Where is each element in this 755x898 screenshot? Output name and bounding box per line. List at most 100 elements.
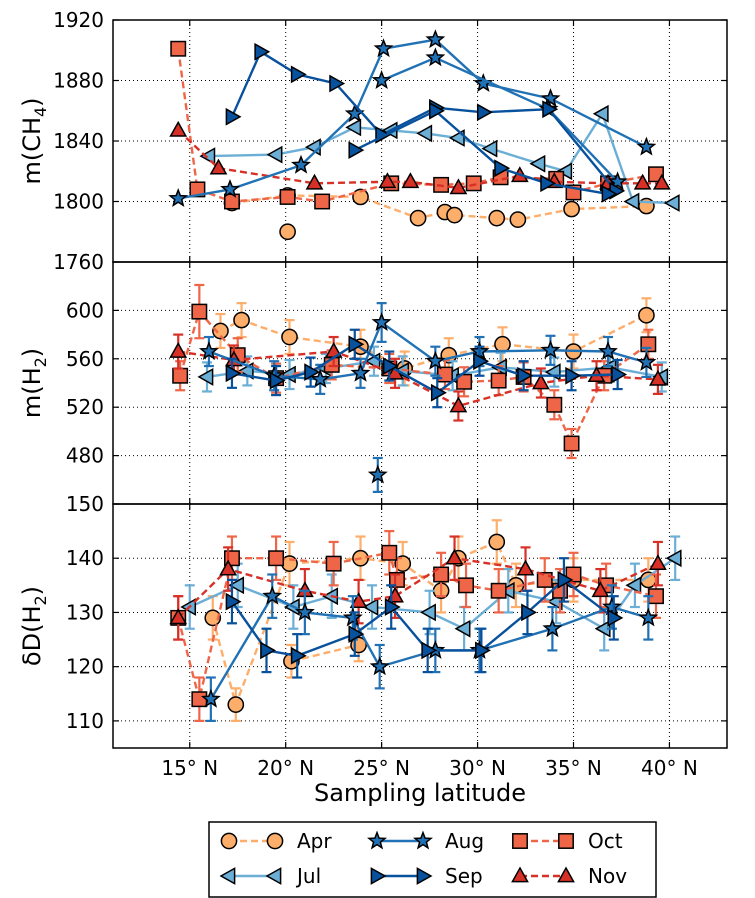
legend-item-oct: Oct: [512, 829, 623, 853]
data-point-oct: [436, 366, 453, 383]
series-line-nov: [178, 350, 658, 408]
x-tick-label: 40° N: [641, 756, 698, 780]
data-point-oct: [465, 175, 482, 192]
data-point-aug: [425, 350, 446, 370]
data-point-sep: [557, 571, 574, 589]
data-point-oct: [381, 544, 398, 561]
data-point-nov: [532, 373, 550, 390]
y-tick-label: 480: [66, 444, 104, 468]
data-point-jul: [362, 598, 379, 616]
data-point-oct: [314, 193, 331, 210]
legend-marker: [370, 867, 387, 885]
series-sep: [225, 557, 624, 679]
data-point-sep: [473, 352, 490, 371]
data-point-nov: [652, 173, 671, 190]
series-sep: [348, 101, 618, 203]
series-oct: [170, 530, 664, 722]
panel-ch4: 1760 1800 1840 1880 1920 m(CH4): [18, 8, 728, 274]
data-point-apr: [409, 209, 427, 227]
data-point-sep: [521, 603, 538, 622]
data-point-apr: [233, 311, 250, 329]
legend-marker: [412, 830, 434, 850]
series-line-sep: [231, 578, 615, 658]
data-point-aug: [262, 585, 283, 605]
data-point-jul: [228, 576, 245, 595]
legend-marker: [220, 832, 238, 850]
legend-marker: [219, 867, 236, 885]
data-point-apr: [488, 209, 506, 227]
data-point-nov: [633, 173, 652, 190]
data-point-sep: [601, 185, 618, 203]
data-point-sep: [304, 363, 321, 381]
data-point-apr: [279, 223, 296, 241]
data-point-oct: [279, 189, 296, 205]
data-point-jul: [665, 549, 682, 568]
data-point-nov: [219, 559, 237, 576]
panel-h2: 480 520 560 600 m(H2): [18, 261, 728, 505]
data-point-nov: [169, 608, 188, 625]
data-point-aug: [540, 88, 561, 108]
data-point-oct: [640, 336, 657, 353]
data-point-sep: [611, 365, 628, 384]
data-point-sep: [260, 641, 277, 660]
data-point-sep: [517, 366, 534, 385]
legend: Apr Aug Oct Jul Sep Nov: [208, 821, 657, 898]
data-point-jul: [625, 576, 642, 595]
legend-marker: [558, 833, 574, 849]
data-point-aug: [473, 72, 494, 92]
series-aug: [367, 456, 388, 493]
data-point-oct: [170, 40, 187, 57]
data-point-sep: [225, 364, 242, 383]
y-tick-label: 560: [66, 347, 104, 371]
legend-label: Oct: [588, 829, 623, 853]
data-point-sep: [430, 383, 447, 402]
legend-item-jul: Jul: [219, 864, 321, 888]
data-point-oct: [536, 571, 553, 588]
data-point-oct: [268, 550, 285, 567]
data-point-apr: [494, 335, 511, 353]
data-point-apr: [446, 206, 463, 224]
data-point-aug: [542, 618, 563, 638]
data-point-sep: [348, 625, 365, 643]
data-point-oct: [189, 181, 206, 198]
data-point-apr: [352, 188, 369, 206]
y-axis-title-dd: δD(H2): [18, 586, 50, 666]
series-line-sep: [231, 342, 618, 395]
data-point-apr: [204, 609, 222, 627]
data-point-nov: [386, 586, 404, 603]
data-point-nov: [649, 369, 667, 386]
data-point-sep: [494, 159, 511, 178]
data-point-oct: [172, 367, 189, 384]
data-point-sep: [540, 174, 557, 193]
series-aug: [198, 302, 657, 395]
data-point-aug: [294, 601, 315, 621]
data-point-sep: [348, 335, 365, 354]
data-point-jul: [454, 619, 471, 638]
legend-label: Nov: [588, 864, 627, 888]
y-tick-label: 1880: [53, 69, 104, 93]
data-point-sep: [476, 103, 493, 122]
legend-marker: [557, 866, 575, 883]
data-point-sep: [269, 371, 286, 390]
data-point-jul: [345, 118, 362, 137]
data-point-sep: [329, 74, 346, 93]
data-point-nov: [449, 396, 468, 413]
panel-dd: 110 120 130 140 150 δD(H2): [18, 492, 728, 749]
data-point-aug: [198, 341, 219, 361]
data-point-sep: [382, 357, 399, 375]
data-point-aug: [601, 596, 622, 616]
legend-item-aug: Aug: [366, 829, 484, 853]
data-point-sep: [565, 366, 582, 385]
data-point-apr: [212, 322, 229, 340]
data-point-oct: [191, 303, 208, 320]
data-point-nov: [445, 548, 464, 565]
data-point-aug: [200, 688, 221, 708]
y-tick-label: 140: [66, 546, 104, 570]
data-point-oct: [456, 373, 473, 390]
series-aug: [200, 573, 659, 722]
data-point-nov: [591, 581, 610, 598]
data-point-oct: [224, 193, 240, 210]
legend-marker: [511, 866, 529, 883]
series-line-aug: [208, 320, 647, 381]
